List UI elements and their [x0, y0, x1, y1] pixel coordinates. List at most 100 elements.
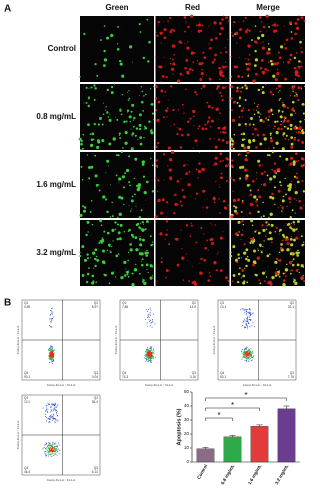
cell	[181, 103, 184, 106]
cell	[272, 74, 276, 78]
cell	[240, 210, 243, 213]
cell	[294, 186, 296, 188]
bar	[196, 448, 215, 463]
cell	[199, 271, 203, 275]
cell	[291, 107, 295, 112]
cell	[85, 86, 88, 89]
cell	[239, 87, 241, 89]
cell	[292, 228, 296, 232]
event	[53, 421, 55, 423]
cell	[279, 228, 282, 232]
cell	[198, 162, 201, 165]
event	[49, 357, 51, 359]
cell	[143, 137, 145, 139]
cell	[250, 219, 254, 223]
cell	[238, 153, 241, 156]
cell	[295, 26, 300, 31]
cell	[259, 245, 262, 247]
cell	[90, 165, 94, 169]
cell	[194, 139, 198, 143]
event	[251, 352, 253, 354]
cell	[167, 99, 169, 101]
cell	[173, 123, 176, 126]
column-header: Red	[185, 3, 200, 12]
cell	[296, 199, 298, 201]
significance: *	[231, 401, 234, 410]
cell	[264, 117, 268, 120]
event	[44, 450, 46, 452]
cell	[223, 206, 228, 210]
cell	[271, 93, 274, 96]
event	[245, 357, 247, 359]
cell	[190, 233, 192, 235]
cell	[224, 276, 228, 280]
cell	[136, 187, 140, 192]
event	[246, 353, 248, 355]
cell	[294, 137, 296, 139]
cell	[281, 147, 285, 151]
cell	[153, 85, 155, 88]
cell	[146, 18, 149, 21]
cell	[286, 127, 290, 130]
cell	[170, 67, 175, 71]
event	[143, 357, 145, 359]
cell	[117, 25, 120, 28]
cell	[117, 43, 119, 45]
quadrant-name: Q4	[24, 466, 28, 470]
cell	[231, 34, 235, 37]
cell	[253, 102, 255, 104]
event	[52, 358, 54, 360]
cell	[245, 248, 249, 252]
event	[148, 357, 150, 359]
cell	[206, 123, 208, 125]
cell	[204, 127, 208, 131]
event	[51, 349, 53, 351]
cell	[261, 271, 266, 275]
event	[246, 319, 248, 321]
cell	[221, 86, 225, 90]
cell	[248, 29, 251, 32]
event	[249, 353, 251, 355]
cell	[102, 249, 105, 253]
cell	[286, 241, 290, 246]
cell	[240, 276, 243, 279]
cell	[242, 223, 245, 226]
cell	[259, 43, 261, 44]
cell	[266, 224, 269, 227]
cell	[249, 189, 252, 192]
quadrant-value: 0.04	[92, 375, 98, 379]
cell	[170, 28, 174, 31]
event	[249, 314, 251, 316]
event	[150, 319, 152, 321]
cell	[104, 273, 107, 277]
cell	[123, 203, 125, 206]
cell	[110, 184, 111, 186]
cell	[289, 201, 292, 204]
event	[241, 350, 243, 352]
event	[51, 450, 53, 452]
cell	[245, 85, 248, 88]
cell	[284, 77, 288, 81]
cell	[160, 211, 163, 215]
event	[49, 442, 51, 444]
cell	[98, 117, 102, 121]
cell	[211, 61, 215, 64]
quadrant-value: 14.5	[190, 305, 196, 309]
event	[147, 315, 149, 317]
event	[51, 307, 53, 309]
cell	[140, 86, 143, 88]
cell	[252, 180, 255, 183]
cell	[236, 261, 239, 264]
cell	[294, 32, 297, 36]
event	[246, 361, 248, 363]
cell	[265, 270, 267, 272]
cell	[89, 133, 92, 135]
cell	[206, 239, 209, 242]
event	[43, 447, 45, 449]
cell	[95, 281, 98, 284]
event	[150, 352, 152, 354]
cell	[201, 68, 203, 71]
event	[147, 349, 149, 351]
cell	[281, 206, 284, 209]
cell	[270, 198, 272, 200]
